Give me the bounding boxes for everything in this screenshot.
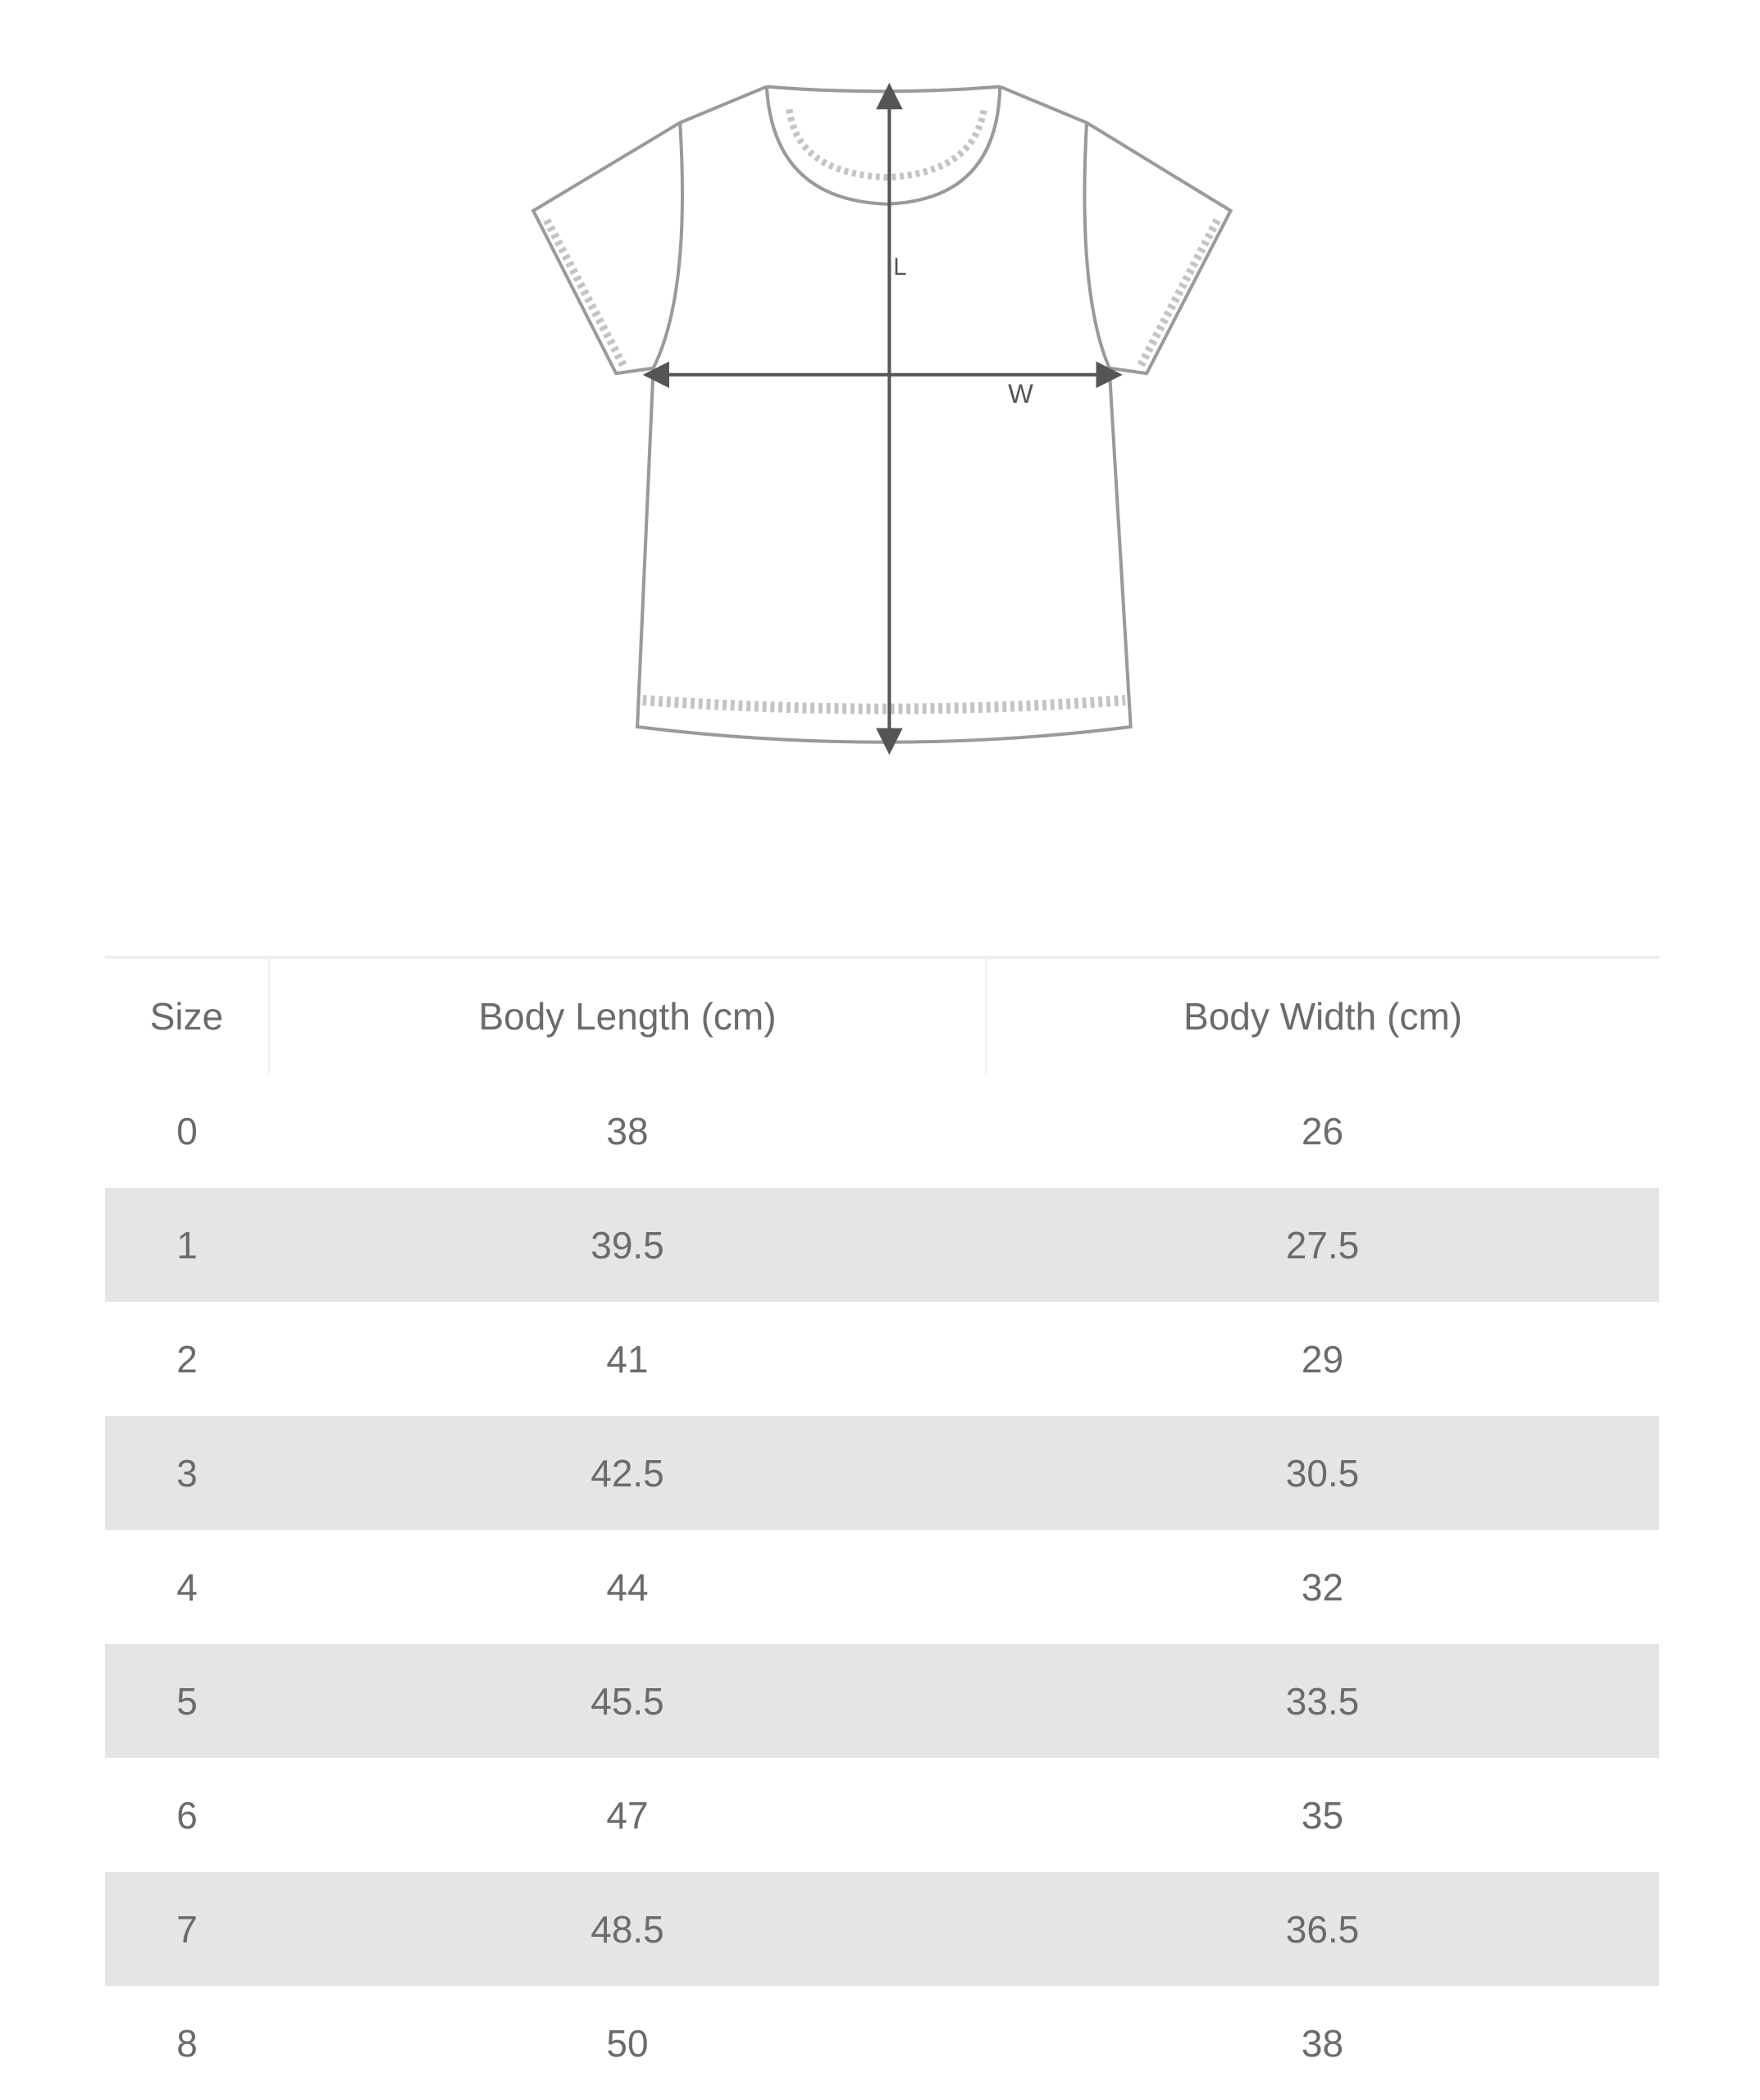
body-width-cell: 33.5	[1285, 1679, 1360, 1723]
body-length-cell: 48.5	[590, 1907, 664, 1951]
size-chart-table: Size Body Length (cm) Body Width (cm) 0 3…	[105, 956, 1659, 2100]
length-label: L	[893, 254, 906, 281]
size-cell: 0	[176, 1109, 198, 1153]
table-row: 7 48.5 36.5	[105, 1872, 1659, 1986]
body-width-cell: 36.5	[1285, 1907, 1360, 1951]
size-cell: 2	[176, 1337, 198, 1381]
tshirt-measurement-diagram: L W	[531, 82, 1233, 756]
table-row: 6 47 35	[105, 1758, 1659, 1872]
table-header-row: Size Body Length (cm) Body Width (cm)	[105, 957, 1659, 1074]
body-length-cell: 47	[606, 1793, 649, 1837]
size-cell: 6	[176, 1793, 198, 1837]
body-width-cell: 26	[1301, 1109, 1344, 1153]
body-length-cell: 50	[606, 2021, 649, 2065]
width-label: W	[1008, 379, 1033, 409]
size-cell: 1	[176, 1223, 198, 1267]
body-length-cell: 44	[606, 1565, 649, 1609]
body-length-cell: 45.5	[590, 1679, 664, 1723]
body-width-cell: 32	[1301, 1565, 1344, 1609]
table-row: 4 44 32	[105, 1530, 1659, 1644]
table-row: 2 41 29	[105, 1302, 1659, 1416]
body-length-cell: 42.5	[590, 1451, 664, 1495]
size-cell: 8	[176, 2021, 198, 2065]
body-width-cell: 38	[1301, 2021, 1344, 2065]
table-row: 0 38 26	[105, 1074, 1659, 1188]
body-length-cell: 39.5	[590, 1223, 664, 1267]
table-row: 3 42.5 30.5	[105, 1416, 1659, 1530]
header-size: Size	[149, 995, 224, 1038]
body-width-cell: 35	[1301, 1793, 1344, 1837]
size-cell: 4	[176, 1565, 198, 1609]
table-row: 8 50 38	[105, 1986, 1659, 2100]
body-width-cell: 29	[1301, 1337, 1344, 1381]
size-cell: 3	[176, 1451, 198, 1495]
header-body-length: Body Length (cm)	[268, 957, 986, 1074]
header-body-width: Body Width (cm)	[985, 957, 1659, 1074]
body-length-cell: 41	[606, 1337, 649, 1381]
body-length-cell: 38	[606, 1109, 649, 1153]
tshirt-outline	[531, 84, 1233, 744]
table-row: 1 39.5 27.5	[105, 1188, 1659, 1302]
table-row: 5 45.5 33.5	[105, 1644, 1659, 1758]
body-width-cell: 27.5	[1285, 1223, 1360, 1267]
size-cell: 7	[176, 1907, 198, 1951]
size-cell: 5	[176, 1679, 198, 1723]
body-width-cell: 30.5	[1285, 1451, 1360, 1495]
